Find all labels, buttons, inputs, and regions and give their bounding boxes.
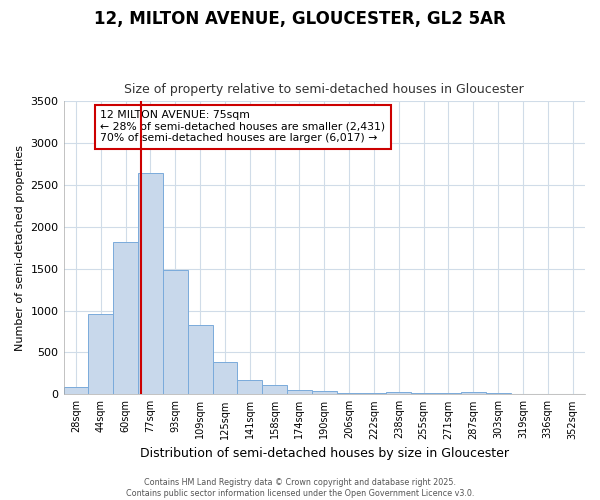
Bar	[362, 393, 386, 394]
Bar	[386, 392, 411, 394]
Bar	[312, 391, 337, 394]
Bar	[163, 270, 188, 394]
Bar	[238, 380, 262, 394]
Text: 12, MILTON AVENUE, GLOUCESTER, GL2 5AR: 12, MILTON AVENUE, GLOUCESTER, GL2 5AR	[94, 10, 506, 28]
Bar	[287, 390, 312, 394]
Bar	[212, 362, 238, 394]
Bar	[138, 174, 163, 394]
Text: Contains HM Land Registry data © Crown copyright and database right 2025.
Contai: Contains HM Land Registry data © Crown c…	[126, 478, 474, 498]
X-axis label: Distribution of semi-detached houses by size in Gloucester: Distribution of semi-detached houses by …	[140, 447, 509, 460]
Bar	[485, 393, 511, 394]
Text: 12 MILTON AVENUE: 75sqm
← 28% of semi-detached houses are smaller (2,431)
70% of: 12 MILTON AVENUE: 75sqm ← 28% of semi-de…	[100, 110, 385, 144]
Bar	[188, 325, 212, 394]
Bar	[88, 314, 113, 394]
Bar	[113, 242, 138, 394]
Y-axis label: Number of semi-detached properties: Number of semi-detached properties	[15, 145, 25, 351]
Bar	[64, 387, 88, 394]
Bar	[262, 384, 287, 394]
Bar	[411, 392, 436, 394]
Bar	[436, 393, 461, 394]
Bar	[337, 392, 362, 394]
Title: Size of property relative to semi-detached houses in Gloucester: Size of property relative to semi-detach…	[124, 83, 524, 96]
Bar	[461, 392, 485, 394]
